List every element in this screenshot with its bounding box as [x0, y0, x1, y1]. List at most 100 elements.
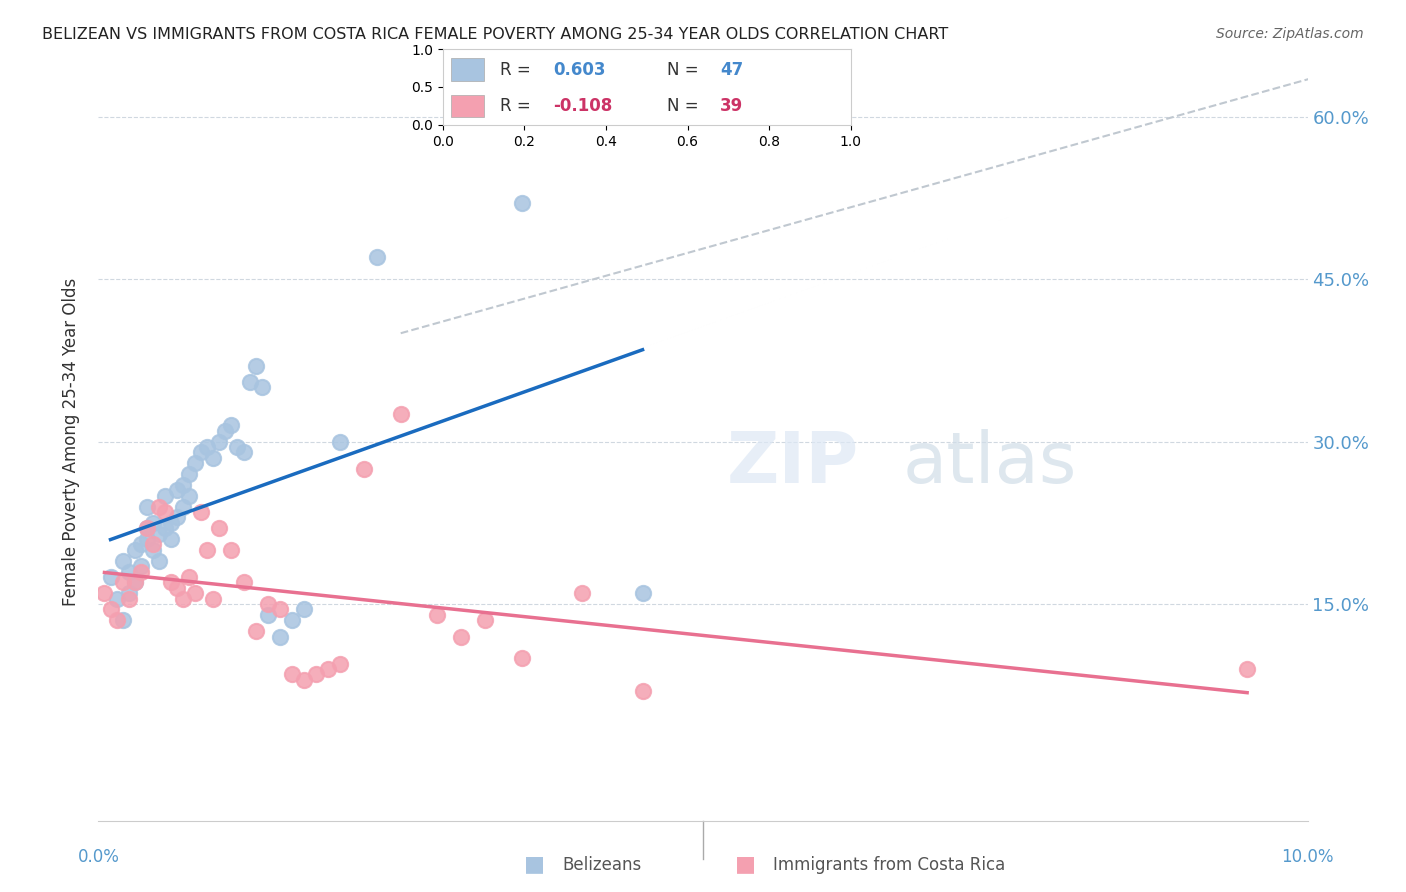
Point — [232, 445, 254, 459]
Text: 0.603: 0.603 — [553, 61, 606, 78]
Point — [135, 500, 157, 514]
Point — [389, 408, 412, 422]
Point — [179, 570, 201, 584]
Point — [153, 505, 176, 519]
Point — [281, 613, 304, 627]
Point — [179, 467, 201, 481]
Point — [142, 537, 165, 551]
Text: atlas: atlas — [903, 429, 1077, 498]
Point — [202, 450, 225, 465]
FancyBboxPatch shape — [451, 58, 484, 81]
Point — [105, 591, 128, 606]
Point — [160, 532, 183, 546]
Point — [124, 575, 146, 590]
Point — [111, 575, 134, 590]
Point — [129, 565, 152, 579]
Point — [142, 542, 165, 557]
Point — [510, 651, 533, 665]
Point — [292, 673, 315, 687]
Point — [305, 667, 328, 681]
Point — [93, 586, 115, 600]
Point — [190, 445, 212, 459]
Point — [100, 602, 122, 616]
Point — [195, 542, 218, 557]
Point — [111, 554, 134, 568]
Text: ZIP: ZIP — [727, 429, 859, 498]
Point — [153, 489, 176, 503]
Point — [329, 657, 352, 671]
Point — [245, 624, 267, 639]
Text: BELIZEAN VS IMMIGRANTS FROM COSTA RICA FEMALE POVERTY AMONG 25-34 YEAR OLDS CORR: BELIZEAN VS IMMIGRANTS FROM COSTA RICA F… — [42, 27, 949, 42]
Point — [166, 510, 188, 524]
Text: R =: R = — [501, 61, 536, 78]
Point — [124, 542, 146, 557]
Point — [1236, 662, 1258, 676]
Point — [129, 537, 152, 551]
Text: Immigrants from Costa Rica: Immigrants from Costa Rica — [773, 856, 1005, 874]
Point — [160, 516, 183, 530]
Point — [179, 489, 201, 503]
Point — [153, 521, 176, 535]
Point — [510, 196, 533, 211]
Point — [256, 607, 278, 622]
Point — [172, 500, 194, 514]
Text: 0.0%: 0.0% — [77, 847, 120, 866]
Point — [329, 434, 352, 449]
Point — [202, 591, 225, 606]
Point — [111, 613, 134, 627]
Point — [269, 630, 291, 644]
Point — [190, 505, 212, 519]
Point — [426, 607, 449, 622]
Point — [135, 521, 157, 535]
Text: 47: 47 — [720, 61, 744, 78]
Text: 10.0%: 10.0% — [1281, 847, 1334, 866]
Point — [135, 532, 157, 546]
Text: N =: N = — [668, 61, 704, 78]
Point — [105, 613, 128, 627]
Point — [571, 586, 593, 600]
Point — [118, 565, 141, 579]
Point — [118, 591, 141, 606]
Point — [232, 575, 254, 590]
Point — [148, 500, 170, 514]
Point — [226, 440, 249, 454]
Point — [214, 424, 236, 438]
Point — [166, 581, 188, 595]
Point — [221, 418, 243, 433]
Point — [148, 526, 170, 541]
Point — [281, 667, 304, 681]
Text: ■: ■ — [735, 855, 755, 874]
Point — [353, 461, 375, 475]
Point — [256, 597, 278, 611]
FancyBboxPatch shape — [451, 95, 484, 118]
Point — [142, 516, 165, 530]
Point — [316, 662, 339, 676]
Point — [631, 683, 654, 698]
Text: Belizeans: Belizeans — [562, 856, 641, 874]
Point — [631, 586, 654, 600]
Point — [221, 542, 243, 557]
Point — [195, 440, 218, 454]
Point — [160, 575, 183, 590]
Point — [172, 478, 194, 492]
Text: Source: ZipAtlas.com: Source: ZipAtlas.com — [1216, 27, 1364, 41]
Point — [118, 586, 141, 600]
Y-axis label: Female Poverty Among 25-34 Year Olds: Female Poverty Among 25-34 Year Olds — [62, 277, 80, 606]
Text: -0.108: -0.108 — [553, 97, 612, 115]
Point — [250, 380, 273, 394]
Text: 39: 39 — [720, 97, 744, 115]
Point — [124, 575, 146, 590]
Point — [166, 483, 188, 498]
Point — [100, 570, 122, 584]
Point — [208, 434, 231, 449]
Point — [135, 521, 157, 535]
Text: R =: R = — [501, 97, 536, 115]
Point — [184, 456, 207, 470]
Point — [129, 559, 152, 574]
Point — [269, 602, 291, 616]
Point — [292, 602, 315, 616]
Point — [474, 613, 496, 627]
Point — [172, 591, 194, 606]
Point — [208, 521, 231, 535]
Point — [450, 630, 472, 644]
